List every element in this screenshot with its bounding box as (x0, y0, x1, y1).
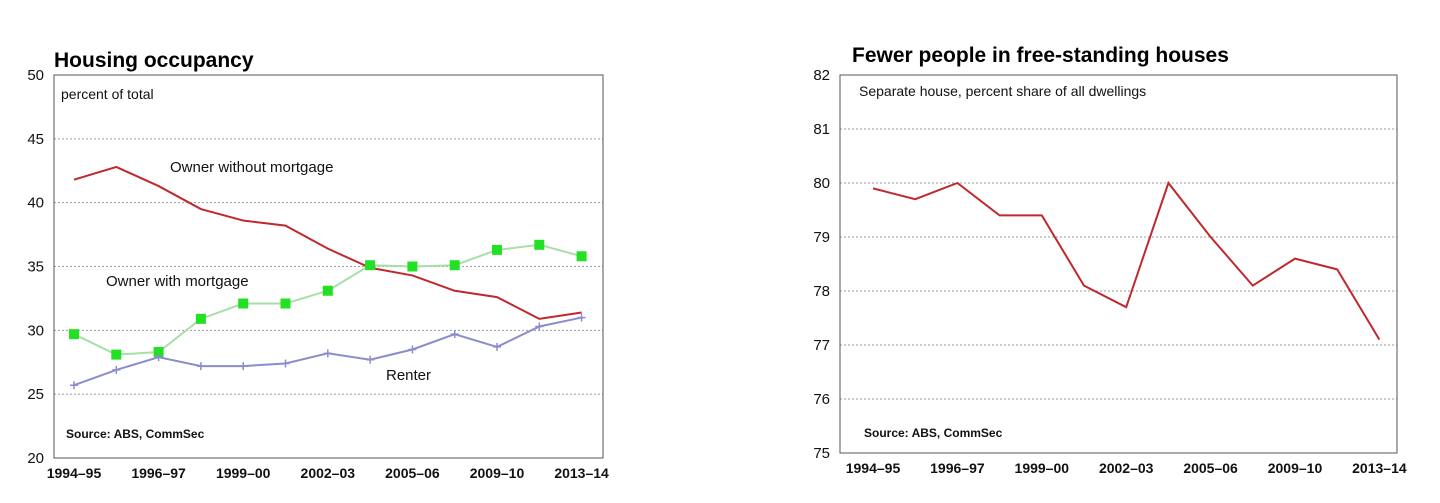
x-tick-label: 1999–00 (1015, 460, 1070, 476)
source-note: Source: ABS, CommSec (864, 426, 1003, 440)
data-point (153, 347, 164, 358)
data-point (239, 362, 248, 371)
data-point (366, 355, 375, 364)
data-point (577, 313, 586, 322)
chart-title: Fewer people in free-standing houses (852, 44, 1229, 67)
plot-frame (839, 74, 1398, 454)
data-point (112, 365, 121, 374)
data-point (322, 285, 333, 296)
data-point (154, 353, 163, 362)
y-tick-label: 35 (27, 259, 44, 276)
y-tick-label: 75 (813, 445, 830, 462)
x-tick-label: 2005–06 (385, 465, 440, 481)
data-point (238, 298, 249, 309)
data-point (449, 260, 460, 271)
data-point (195, 313, 206, 324)
series-line (872, 180, 1381, 341)
y-tick-label: 30 (27, 322, 44, 339)
gridlines (54, 138, 603, 395)
y-tick-label: 40 (27, 195, 44, 212)
data-point (281, 359, 290, 368)
data-point (323, 349, 332, 358)
x-tick-label: 1994–95 (47, 465, 102, 481)
y-tick-label: 45 (27, 131, 44, 148)
data-point (280, 298, 291, 309)
chart-subtitle: Separate house, percent share of all dwe… (859, 83, 1146, 99)
housing-occupancy-chart: Housing occupancy 20 25 30 35 40 45 50 1994–95 1… (27, 49, 609, 481)
chart-subtitle: percent of total (61, 86, 154, 102)
y-tick-label: 80 (813, 175, 830, 192)
y-tick-label: 79 (813, 229, 830, 246)
y-tick-label: 25 (27, 386, 44, 403)
y-tick-label: 76 (813, 391, 830, 408)
gridlines (840, 128, 1397, 400)
y-tick-label: 50 (27, 67, 44, 84)
x-tick-label: 2009–10 (1268, 460, 1323, 476)
data-point (407, 261, 418, 272)
data-point (493, 342, 501, 351)
source-note: Source: ABS, CommSec (66, 427, 205, 441)
data-point (69, 329, 79, 340)
y-tick-label: 20 (27, 450, 44, 467)
data-point (408, 345, 417, 354)
data-point (576, 251, 587, 262)
free-standing-houses-plot: Fewer people in free-standing houses 75 7… (813, 44, 1407, 476)
data-point (365, 260, 376, 271)
data-point (534, 239, 545, 250)
y-tick-label: 82 (813, 67, 830, 84)
x-tick-label: 2005–06 (1183, 460, 1238, 476)
series-label: Owner without mortgage (170, 159, 333, 176)
housing-occupancy-plot: Housing occupancy 20 25 30 35 40 45 50 1994–95 1… (27, 49, 609, 481)
series-line (73, 165, 582, 320)
x-tick-label: 2009–10 (470, 465, 525, 481)
free-standing-houses-chart: Fewer people in free-standing houses 75 7… (720, 0, 1440, 503)
plot-frame (53, 74, 604, 459)
data-point (450, 330, 459, 339)
chart-title: Housing occupancy (54, 49, 254, 72)
series-label: Renter (386, 367, 431, 384)
x-tick-label: 2013–14 (1352, 460, 1407, 476)
series-label: Owner with mortgage (106, 273, 249, 290)
data-point (70, 381, 78, 390)
data-point (535, 322, 544, 331)
y-tick-label: 77 (813, 337, 830, 354)
data-point (111, 349, 122, 360)
data-point (492, 244, 502, 255)
x-tick-label: 2002–03 (301, 465, 356, 481)
y-tick-label: 78 (813, 283, 830, 300)
x-tick-label: 2013–14 (554, 465, 609, 481)
x-tick-label: 2002–03 (1099, 460, 1154, 476)
data-point (196, 362, 205, 371)
x-tick-label: 1994–95 (846, 460, 901, 476)
x-tick-label: 1999–00 (216, 465, 271, 481)
x-tick-label: 1996–97 (930, 460, 985, 476)
x-tick-label: 1996–97 (131, 465, 186, 481)
series-line (73, 243, 582, 356)
y-tick-label: 81 (813, 121, 830, 138)
